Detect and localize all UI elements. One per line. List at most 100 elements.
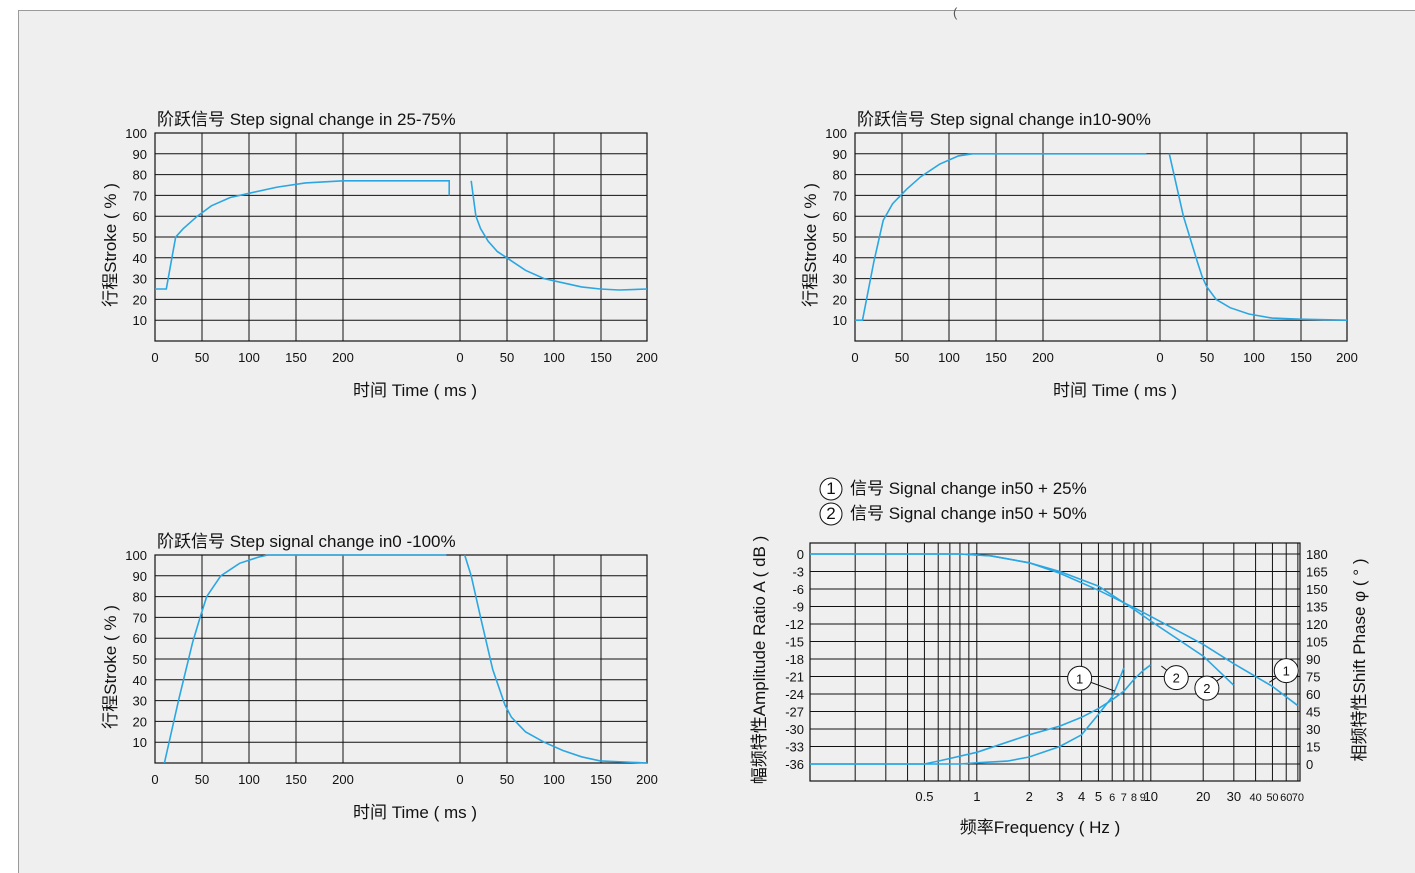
x-tick-label: 200 bbox=[636, 350, 658, 365]
marker-label: 2 bbox=[1173, 671, 1180, 686]
series-line-segment-2 bbox=[470, 180, 648, 291]
series-line-segment-1 bbox=[855, 153, 1147, 321]
y-tick-label: 100 bbox=[125, 126, 147, 141]
x-tick-label: 200 bbox=[1032, 350, 1054, 365]
y-tick-label: 40 bbox=[133, 251, 147, 266]
x-axis-label: 时间 Time ( ms ) bbox=[353, 803, 477, 822]
x-tick-label: 70 bbox=[1292, 792, 1304, 804]
x-tick-label: 50 bbox=[1200, 350, 1214, 365]
legend-marker bbox=[819, 502, 843, 526]
y-tick-label-left: -36 bbox=[785, 757, 804, 772]
y-axis-label: 行程Stroke ( % ) bbox=[101, 605, 120, 729]
marker-label: 1 bbox=[1283, 664, 1290, 679]
x-tick-label: 150 bbox=[985, 350, 1007, 365]
y-tick-label-left: -9 bbox=[792, 600, 804, 615]
y-tick-label: 50 bbox=[133, 652, 147, 667]
series-line-segment-1 bbox=[163, 554, 447, 764]
y-tick-label-right: 120 bbox=[1306, 617, 1328, 632]
y-tick-label: 40 bbox=[833, 251, 847, 266]
y-tick-label-right: 135 bbox=[1306, 600, 1328, 615]
plot-frame bbox=[809, 542, 1301, 782]
x-tick-label: 0 bbox=[151, 772, 158, 787]
marker-circle bbox=[1194, 675, 1220, 701]
marker-label: 2 bbox=[1203, 681, 1210, 696]
y-tick-label: 60 bbox=[133, 209, 147, 224]
y-tick-label: 40 bbox=[133, 673, 147, 688]
y-tick-label: 60 bbox=[133, 631, 147, 646]
y-axis-label-left: 幅频特性Amplitude Ratio A ( dB ) bbox=[750, 536, 769, 784]
legend-marker-label: 2 bbox=[826, 504, 835, 523]
x-tick-label: 10 bbox=[1144, 789, 1158, 804]
x-tick-label: 200 bbox=[636, 772, 658, 787]
legend-marker bbox=[819, 477, 843, 501]
header-fragment: ( bbox=[953, 5, 958, 20]
y-tick-label-right: 165 bbox=[1306, 565, 1328, 580]
y-tick-label: 70 bbox=[133, 188, 147, 203]
y-tick-label: 80 bbox=[133, 168, 147, 183]
x-tick-label: 20 bbox=[1196, 789, 1210, 804]
y-tick-label-right: 150 bbox=[1306, 582, 1328, 597]
y-tick-label-right: 180 bbox=[1306, 547, 1328, 562]
x-tick-label: 3 bbox=[1056, 789, 1063, 804]
x-tick-label: 0.5 bbox=[915, 789, 933, 804]
chart-title: 阶跃信号 Step signal change in0 -100% bbox=[157, 532, 456, 551]
y-tick-label: 70 bbox=[133, 610, 147, 625]
x-tick-label: 40 bbox=[1249, 792, 1261, 804]
y-tick-label-left: -12 bbox=[785, 617, 804, 632]
y-tick-label: 30 bbox=[833, 272, 847, 287]
legend-text: 信号 Signal change in50 + 50% bbox=[850, 504, 1087, 523]
x-tick-label: 100 bbox=[238, 772, 260, 787]
x-tick-label: 0 bbox=[851, 350, 858, 365]
step-chart-3: 阶跃信号 Step signal change in0 -100% 10 20 30 4… bbox=[101, 532, 658, 822]
y-tick-label-right: 15 bbox=[1306, 740, 1320, 755]
x-tick-label: 0 bbox=[151, 350, 158, 365]
x-tick-label: 2 bbox=[1026, 789, 1033, 804]
curve-marker-2: 2 bbox=[1161, 665, 1189, 691]
y-tick-label-left: -24 bbox=[785, 687, 804, 702]
marker-label: 1 bbox=[1076, 671, 1083, 686]
x-tick-label: 100 bbox=[543, 772, 565, 787]
curve-marker-1: 1 bbox=[1067, 665, 1115, 692]
y-tick-label-left: -30 bbox=[785, 722, 804, 737]
y-tick-label: 100 bbox=[825, 126, 847, 141]
x-tick-label: 100 bbox=[1243, 350, 1265, 365]
x-tick-label: 4 bbox=[1078, 789, 1085, 804]
chart-title: 阶跃信号 Step signal change in10-90% bbox=[857, 110, 1151, 129]
series-line-amplitude-2 bbox=[810, 553, 1235, 686]
y-tick-label: 10 bbox=[833, 313, 847, 328]
x-tick-label: 1 bbox=[973, 789, 980, 804]
curve-marker-1: 1 bbox=[1269, 658, 1299, 684]
marker-circle bbox=[1163, 665, 1189, 691]
y-tick-label: 10 bbox=[133, 313, 147, 328]
y-tick-label: 90 bbox=[133, 569, 147, 584]
y-tick-label-left: -18 bbox=[785, 652, 804, 667]
x-tick-label: 8 bbox=[1131, 792, 1137, 804]
x-tick-label: 30 bbox=[1227, 789, 1241, 804]
x-axis-label: 时间 Time ( ms ) bbox=[353, 381, 477, 400]
x-tick-label: 150 bbox=[285, 350, 307, 365]
y-tick-label: 70 bbox=[833, 188, 847, 203]
series-line-segment-2 bbox=[463, 554, 648, 764]
x-tick-label: 50 bbox=[195, 772, 209, 787]
series-line-phase-1 bbox=[810, 664, 1152, 765]
series-line-segment-1 bbox=[155, 180, 450, 290]
x-tick-label: 7 bbox=[1121, 792, 1127, 804]
legend-marker-label: 1 bbox=[826, 479, 835, 498]
y-tick-label: 90 bbox=[133, 147, 147, 162]
legend-text: 信号 Signal change in50 + 25% bbox=[850, 479, 1087, 498]
x-tick-label: 0 bbox=[1156, 350, 1163, 365]
y-tick-label-right: 30 bbox=[1306, 722, 1320, 737]
x-tick-label: 50 bbox=[500, 350, 514, 365]
x-tick-label: 200 bbox=[332, 350, 354, 365]
y-axis-label-right: 相频特性Shift Phase φ ( ° ) bbox=[1350, 559, 1369, 762]
y-axis-label: 行程Stroke ( % ) bbox=[801, 183, 820, 307]
y-tick-label-right: 90 bbox=[1306, 652, 1320, 667]
y-tick-label-right: 60 bbox=[1306, 687, 1320, 702]
x-tick-label: 150 bbox=[1290, 350, 1312, 365]
y-tick-label: 20 bbox=[133, 714, 147, 729]
y-tick-label: 80 bbox=[133, 590, 147, 605]
x-tick-label: 200 bbox=[1336, 350, 1358, 365]
marker-circle bbox=[1273, 658, 1299, 684]
y-tick-label-left: -6 bbox=[792, 582, 804, 597]
